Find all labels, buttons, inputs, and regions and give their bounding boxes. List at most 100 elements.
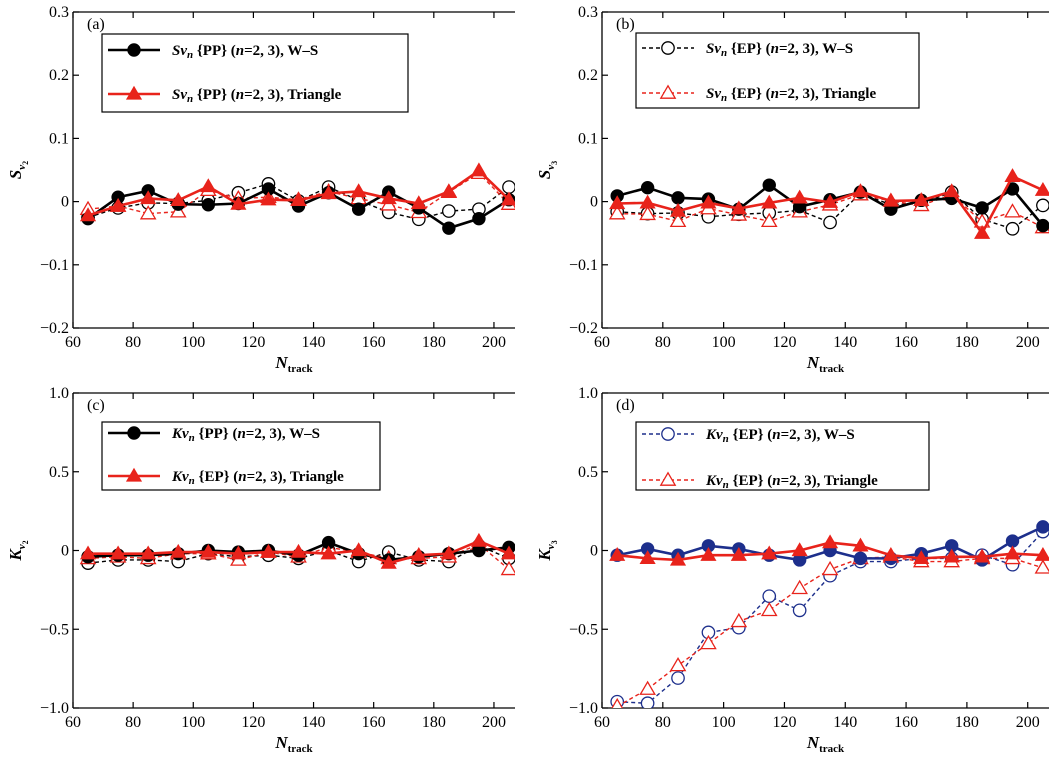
data-point (640, 696, 655, 708)
data-point (140, 545, 157, 560)
data-point (500, 191, 515, 206)
data-point (974, 225, 991, 239)
x-tick-label: 180 (422, 714, 446, 731)
data-point (669, 212, 687, 228)
data-point (730, 200, 747, 215)
data-point (440, 183, 457, 198)
data-point (470, 162, 487, 177)
y-tick-label: 0.3 (49, 4, 69, 21)
x-tick-label: 80 (655, 714, 671, 731)
data-point (791, 189, 808, 204)
legend-box (635, 32, 920, 109)
legend-label: Svn {PP} (n=2, 3), W–S (172, 43, 318, 61)
y-tick-label: 1.0 (578, 385, 598, 402)
x-tick-label: 100 (181, 334, 205, 351)
legend-marker (659, 84, 677, 99)
data-point (609, 195, 626, 210)
x-tick-label: 60 (594, 714, 610, 731)
data-point (823, 215, 837, 230)
x-tick-label: 100 (712, 714, 736, 731)
data-point (882, 547, 899, 561)
data-point (500, 545, 515, 560)
y-tick-label: −0.1 (569, 257, 598, 274)
x-axis-label: Ntrack (806, 353, 845, 375)
data-point (669, 551, 687, 566)
data-point (762, 178, 776, 192)
data-point (760, 212, 778, 228)
data-point (611, 697, 624, 708)
legend-label: Svn {EP} (n=2, 3), Triangle (706, 86, 876, 104)
x-tick-label: 80 (655, 334, 671, 351)
data-point (1034, 547, 1049, 561)
x-tick-label: 200 (482, 334, 506, 351)
data-point (350, 183, 367, 198)
y-tick-label: −0.5 (569, 621, 598, 638)
y-tick-label: −1.0 (40, 700, 69, 717)
data-point (792, 603, 807, 618)
y-axis-label: Sv3 (535, 161, 559, 179)
x-tick-label: 60 (65, 714, 81, 731)
legend: Kvn {PP} (n=2, 3), W–S Kvn {EP} (n=2, 3),… (101, 421, 381, 491)
data-point (230, 195, 247, 210)
legend-label: Kvn {PP} (n=2, 3), W–S (171, 426, 320, 444)
x-axis-label: Ntrack (806, 733, 845, 755)
x-tick-label: 160 (362, 714, 386, 731)
x-tick-label: 120 (241, 334, 265, 351)
data-point (110, 197, 127, 212)
data-point (730, 547, 747, 561)
data-point (470, 532, 487, 547)
panel-label: (d) (616, 397, 635, 414)
legend-box (101, 33, 409, 113)
data-point (639, 194, 656, 209)
data-point (852, 183, 869, 198)
data-point (170, 543, 187, 558)
data-point (500, 560, 515, 576)
series-1 (609, 534, 1049, 566)
data-point (821, 560, 839, 576)
data-point (320, 185, 337, 200)
legend-marker (127, 426, 141, 440)
y-tick-label: 0.5 (49, 464, 69, 481)
data-point (943, 183, 960, 198)
data-point (502, 180, 515, 194)
x-axis-label: Ntrack (274, 353, 313, 375)
data-point (350, 542, 367, 557)
y-tick-label: −1.0 (569, 700, 598, 717)
x-tick-label: 160 (362, 334, 386, 351)
data-point (230, 545, 247, 560)
legend-label: Kvn {EP} (n=2, 3), Triangle (171, 469, 344, 487)
legend-label: Svn {EP} (n=2, 3), W–S (706, 41, 853, 59)
legend-label: Kvn {EP} (n=2, 3), Triangle (705, 473, 878, 491)
x-tick-label: 120 (772, 334, 796, 351)
x-tick-label: 200 (482, 714, 506, 731)
data-point (608, 205, 626, 220)
y-tick-label: 0.2 (49, 67, 69, 84)
legend-marker (659, 471, 677, 486)
data-point (639, 205, 656, 221)
data-point (1036, 198, 1049, 213)
x-tick-label: 140 (833, 714, 857, 731)
data-point (609, 547, 626, 561)
data-point (761, 194, 778, 209)
plot-area (79, 532, 515, 576)
data-point (380, 190, 397, 205)
data-point (1005, 534, 1020, 548)
data-point (79, 207, 97, 222)
panel-a: 60 80 100 120 140 160 180 200 −0.2 −0.1 0 0.1 0.2 0.3… (6, 4, 515, 375)
data-point (1004, 203, 1021, 218)
data-point (290, 192, 307, 207)
y-tick-label: −0.2 (40, 320, 69, 337)
y-tick-label: 0 (61, 194, 69, 211)
data-point (1004, 168, 1021, 183)
data-point (913, 192, 930, 207)
legend-label: Svn {PP} (n=2, 3), Triangle (172, 87, 342, 105)
x-tick-label: 60 (594, 334, 610, 351)
y-tick-label: 0.1 (49, 130, 69, 147)
data-point (761, 545, 778, 560)
data-point (700, 194, 717, 209)
x-tick-label: 80 (125, 334, 141, 351)
legend-marker (125, 467, 143, 482)
data-point (671, 671, 685, 685)
y-tick-label: 0 (61, 543, 69, 560)
legend: Kvn {EP} (n=2, 3), W–S Kvn {EP} (n=2, 3),… (635, 421, 930, 491)
